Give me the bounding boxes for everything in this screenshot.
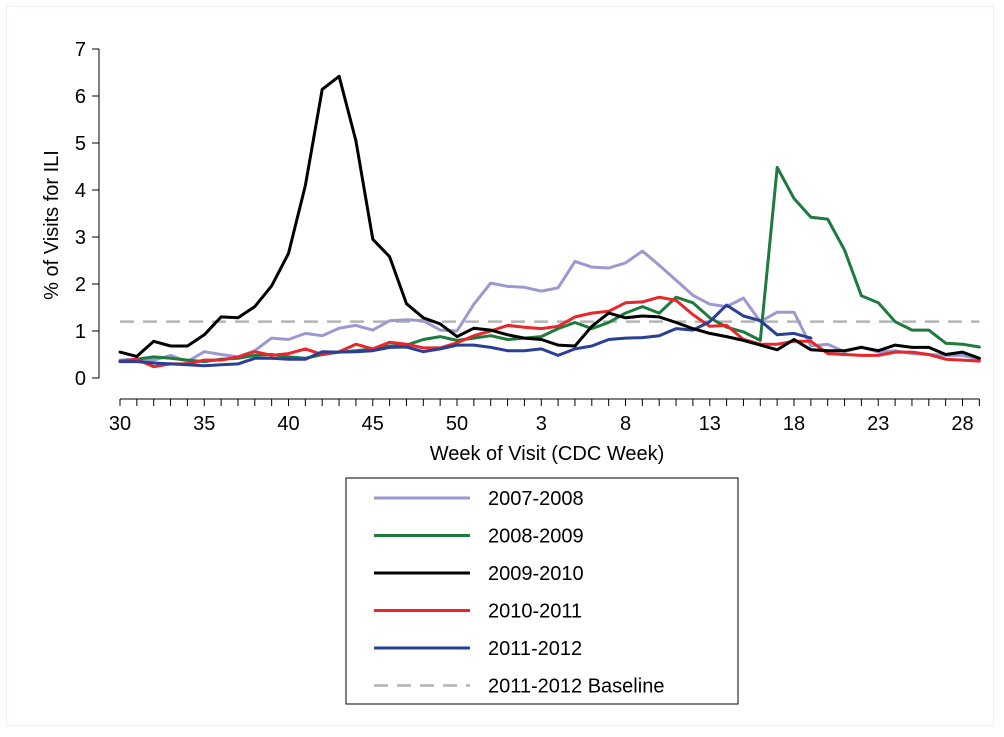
legend-label-2010-2011: 2010-2011 (488, 601, 582, 623)
x-tick-label-28: 28 (951, 413, 973, 435)
plot-lines (118, 74, 981, 369)
x-tick-label-13: 13 (699, 413, 721, 435)
series-line-2009-2010 (118, 74, 981, 360)
y-tick-label-6: 6 (75, 86, 86, 108)
legend-box (345, 477, 739, 705)
chart-border (6, 6, 994, 726)
legend-label-2008-2009: 2008-2009 (488, 526, 584, 548)
y-tick-label-0: 0 (75, 368, 86, 390)
legend-label-2011-2012-baseline: 2011-2012 Baseline (488, 676, 664, 698)
y-tick-label-2: 2 (75, 274, 86, 296)
y-axis: 0 1 2 3 4 5 6 7 (75, 39, 100, 390)
series-line-2007-2008 (118, 249, 981, 364)
y-tick-label-7: 7 (75, 39, 86, 61)
x-tick-label-18: 18 (783, 413, 805, 435)
x-tick-label-3: 3 (536, 413, 547, 435)
x-tick-label-8: 8 (620, 413, 631, 435)
x-tick-label-50: 50 (446, 413, 468, 435)
legend-label-2007-2008: 2007-2008 (488, 488, 584, 510)
y-tick-label-3: 3 (75, 227, 86, 249)
y-tick-label-5: 5 (75, 133, 86, 155)
x-tick-label-40: 40 (277, 413, 299, 435)
x-axis: 30 35 40 45 50 3 8 13 18 23 28 (109, 398, 980, 435)
legend-label-2011-2012: 2011-2012 (488, 638, 582, 660)
series-line-2010-2011 (118, 295, 981, 369)
y-tick-label-1: 1 (75, 321, 86, 343)
x-tick-label-35: 35 (193, 413, 215, 435)
y-tick-label-4: 4 (75, 180, 86, 202)
x-axis-title: Week of Visit (CDC Week) (430, 443, 665, 465)
legend: 2007-2008 2008-2009 2009-2010 2010-2011 2011… (374, 488, 664, 698)
x-tick-label-45: 45 (362, 413, 384, 435)
x-tick-label-23: 23 (867, 413, 889, 435)
x-tick-label-30: 30 (109, 413, 131, 435)
y-axis-title: % of Visits for ILI (41, 150, 63, 300)
legend-label-2009-2010: 2009-2010 (488, 563, 584, 585)
